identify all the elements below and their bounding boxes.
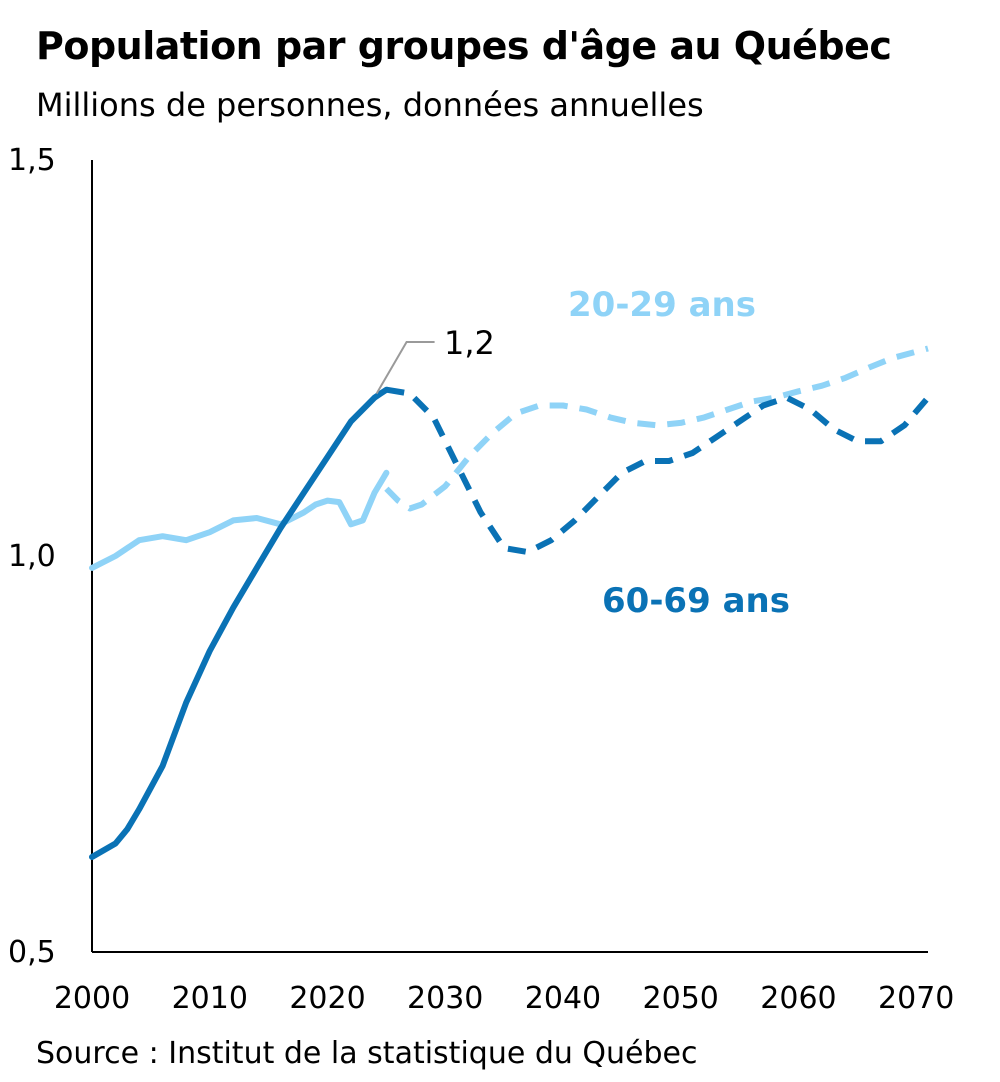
source-note: Source : Institut de la statistique du Q… (36, 1036, 698, 1071)
x-tick-label: 2020 (289, 981, 365, 1016)
x-tick-label: 2040 (525, 981, 601, 1016)
x-tick-label: 2070 (878, 981, 954, 1016)
series-line-60-69-ans-projected (385, 386, 931, 555)
series-label-20-29: 20-29 ans (568, 285, 756, 325)
y-tick-label: 1,0 (8, 539, 56, 574)
series-label-60-69: 60-69 ans (602, 581, 790, 621)
y-tick-label: 1,5 (8, 143, 56, 178)
x-tick-label: 2000 (54, 981, 130, 1016)
chart-subtitle: Millions de personnes, données annuelles (36, 86, 704, 124)
series-line-20-29-ans-projected (384, 345, 929, 512)
chart-title: Population par groupes d'âge au Québec (36, 24, 892, 68)
x-tick-label: 2010 (172, 981, 248, 1016)
y-tick-label: 0,5 (8, 935, 56, 970)
x-tick-label: 2030 (407, 981, 483, 1016)
series-line-60-69-ans-observed (89, 386, 390, 860)
callout-label: 1,2 (444, 324, 495, 362)
series-line-20-29-ans-observed (89, 469, 390, 571)
x-tick-label: 2050 (643, 981, 719, 1016)
callout-leader-line (375, 341, 435, 395)
x-tick-label: 2060 (760, 981, 836, 1016)
